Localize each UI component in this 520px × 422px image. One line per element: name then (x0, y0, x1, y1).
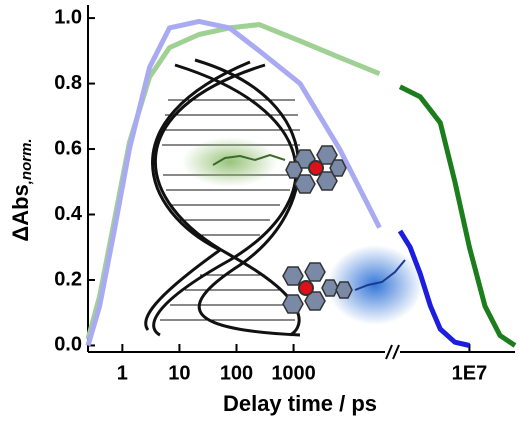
x-tick-label: 1E7 (452, 362, 488, 384)
x-tick-label: 1000 (271, 362, 316, 384)
y-tick-label: 1.0 (54, 6, 82, 28)
axis-break (385, 344, 393, 360)
data-line (398, 84, 517, 348)
y-label-subscript: ,norm. (18, 138, 35, 185)
illustration (144, 58, 423, 337)
x-axis-label: Delay time / ps (223, 391, 377, 416)
y-tick-label: 0.8 (54, 72, 82, 94)
x-tick-label: 1 (117, 362, 128, 384)
y-tick-label: 0.6 (54, 137, 82, 159)
plot-area: 0.0 0.2 0.4 0.6 0.8 1.0 1 10 100 1000 1E7 (54, 5, 517, 384)
x-tick-label: 100 (220, 362, 253, 384)
y-tick-label: 0.0 (54, 334, 82, 356)
y-axis-label: ΔAbs,norm. (8, 138, 35, 241)
y-label-main: ΔAbs (8, 184, 33, 241)
data-line (85, 18, 382, 347)
axis-break (392, 344, 400, 360)
y-tick-label: 0.2 (54, 268, 82, 290)
y-tick-label: 0.4 (54, 203, 83, 225)
x-tick-label: 10 (168, 362, 190, 384)
data-line (397, 229, 470, 348)
